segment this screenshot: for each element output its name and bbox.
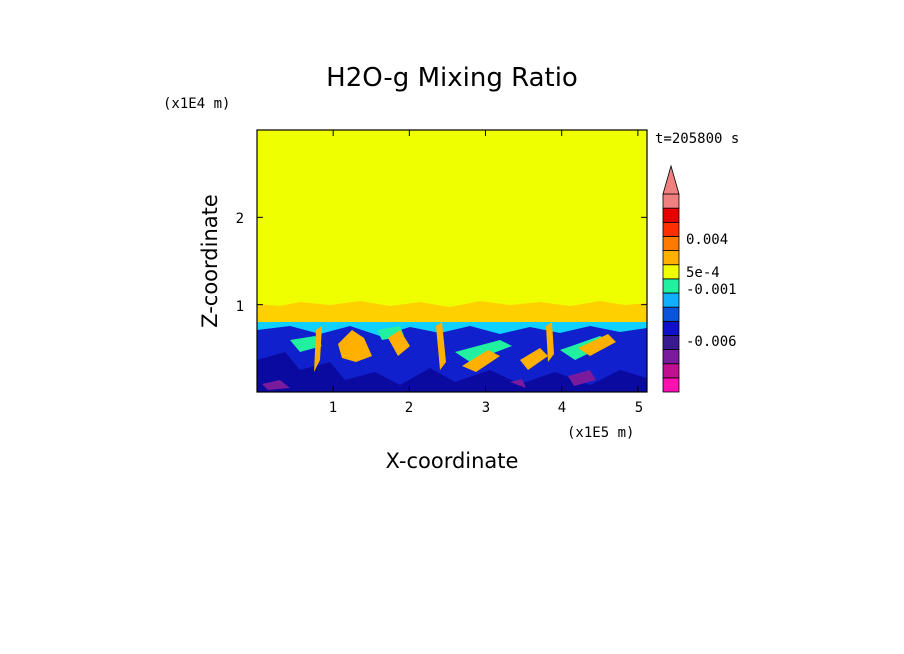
time-label: t=205800 s <box>655 131 739 147</box>
colorbar-segment-11 <box>662 221 680 237</box>
colorbar-segment-13 <box>662 193 680 209</box>
x-tick-label-2: 2 <box>405 400 413 416</box>
colorbar-label-5e-4: 5e-4 <box>686 265 720 281</box>
x-tick-label-5: 5 <box>635 400 643 416</box>
field-orange-plumes <box>314 322 616 372</box>
colorbar-segment-3 <box>662 335 680 350</box>
colorbar-label-minus-0.001: -0.001 <box>686 282 737 298</box>
colorbar-segment-6 <box>662 292 680 308</box>
colorbar-segment-5 <box>662 306 680 322</box>
x-tick-label-3: 3 <box>482 400 490 416</box>
colorbar-segment-0 <box>662 377 680 393</box>
tick-marks <box>257 130 647 392</box>
x-axis-label: X-coordinate <box>386 449 519 473</box>
colorbar-segment-12 <box>662 207 680 223</box>
colorbar-segment-10 <box>662 236 680 251</box>
colorbar-extend-arrow <box>662 164 680 195</box>
field-dark-blue-patches <box>257 352 647 392</box>
x-scale-label: (x1E5 m) <box>567 425 634 441</box>
colorbar-segment-8 <box>662 264 680 280</box>
plot-area <box>257 130 647 392</box>
y-scale-label: (x1E4 m) <box>163 96 230 112</box>
colorbar <box>662 164 680 393</box>
y-tick-label-2: 2 <box>236 211 244 227</box>
plot-frame <box>256 129 648 393</box>
colorbar-segment-9 <box>662 250 680 266</box>
colorbar-label-0.004: 0.004 <box>686 232 728 248</box>
colorbar-segment-4 <box>662 320 680 336</box>
colorbar-label-minus-0.006: -0.006 <box>686 334 737 350</box>
y-tick-label-1: 1 <box>236 299 244 315</box>
x-tick-label-1: 1 <box>329 400 337 416</box>
x-tick-label-4: 4 <box>558 400 566 416</box>
chart-title: H2O-g Mixing Ratio <box>326 63 578 93</box>
colorbar-segment-2 <box>662 349 680 365</box>
colorbar-segment-1 <box>662 363 680 379</box>
colorbar-segment-7 <box>662 278 680 294</box>
y-axis-label: Z-coordinate <box>198 194 222 328</box>
